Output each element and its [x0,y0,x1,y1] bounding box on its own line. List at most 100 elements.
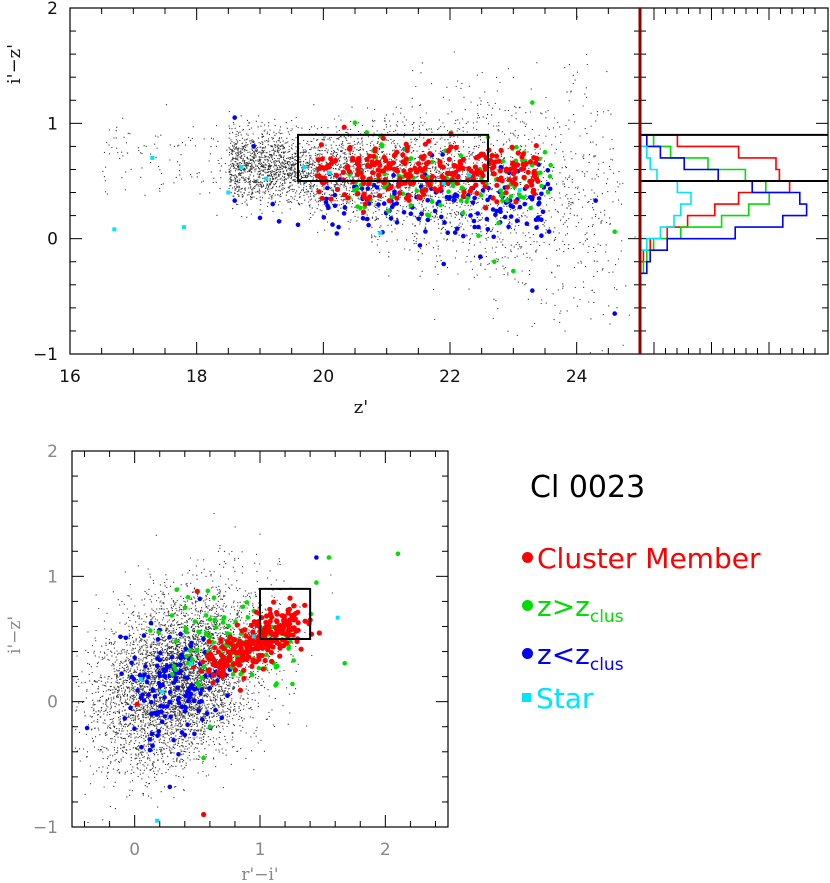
cluster-point [198,668,204,674]
zgt-point [612,229,617,234]
zgt-point [528,205,533,211]
sample-points [84,551,401,823]
zlt-point [326,205,331,211]
zgt-point [173,638,179,644]
zgt-point [500,158,506,164]
zlt-point [207,686,213,691]
zlt-point [161,673,167,679]
legend-item-star: Star [522,682,593,715]
zlt-point [485,227,491,232]
cluster-point [400,159,406,165]
zlt-point [199,686,205,692]
zlt-point [470,200,476,205]
zlt-point [388,216,394,221]
zlt-point [530,288,535,293]
zlt-point [539,191,544,197]
zgt-point [190,657,195,662]
cluster-point [370,170,376,176]
cluster-point [274,639,280,645]
zlt-point [517,204,523,210]
cluster-point [345,195,351,201]
cluster-point [435,188,441,194]
histogram-ticks [640,7,828,355]
zgt-point [389,195,395,200]
cluster-point [356,157,362,164]
zlt-point [514,218,520,223]
cluster-point [397,176,403,182]
zlt-point [545,168,551,173]
zlt-point [423,229,428,234]
zlt-point [200,717,205,722]
zgt-point [184,629,189,635]
cluster-point [259,652,265,659]
zgt-point [500,198,505,203]
legend-item-zgt: z>zclus [522,590,624,627]
legend-item-zlt: z<zclus [522,638,624,675]
cluster-point [291,617,297,623]
y-tick-labels: −1 0 1 2 [33,0,58,365]
cluster-point [491,159,497,165]
x-axis-title: r'−i' [241,865,278,883]
cluster-point [489,153,495,159]
zgt-point [290,681,295,687]
zgt-point [197,630,202,635]
cluster-point [287,595,293,601]
cluster-point [533,143,539,149]
cluster-point [246,654,252,660]
zgt-marker-icon [522,599,533,611]
zlt-point [196,708,202,713]
cluster-point [524,184,530,190]
cluster-point [483,205,489,211]
cluster-point [423,160,430,167]
cluster-point [298,646,304,652]
cluster-point [290,625,296,631]
zlt-point [176,752,181,757]
cluster-point [328,196,334,202]
zgt-point [169,613,175,618]
cluster-point [242,627,248,633]
cluster-point [232,649,238,655]
cluster-point [380,135,386,141]
cluster-point [523,161,529,167]
zgt-point [199,675,205,681]
cluster-point [243,633,249,639]
cluster-point [268,649,274,656]
cluster-point [318,164,324,170]
zgt-point [542,149,548,155]
zgt-point [545,189,551,195]
star-point [150,155,155,160]
cluster-point [480,173,486,179]
cluster-point [219,644,225,650]
cluster-point [210,680,216,686]
cluster-point [482,163,488,169]
cluster-point [383,165,389,171]
zlt-point [442,220,447,225]
zgt-point [342,661,348,666]
zgt-point [226,623,231,629]
zlt-point [330,222,335,227]
zlt-point [146,692,151,698]
cluster-point [529,178,535,184]
zgt-point [492,259,497,265]
cluster-point [509,144,515,150]
cluster-point [513,199,519,205]
cluster-point [494,182,500,188]
zlt-point [164,704,170,709]
zlt-point [183,646,188,652]
star-marker-icon [522,692,531,702]
zlt-point [534,225,539,230]
cluster-point [230,662,236,668]
zgt-point [211,595,217,600]
zlt-point [140,692,145,697]
cluster-point [250,657,256,664]
zgt-point [183,625,188,631]
cluster-point [257,643,263,649]
zlt-point [539,233,544,238]
x-tick-label: 0 [129,840,140,860]
cluster-point [294,638,300,645]
cluster-point [420,174,426,180]
cluster-point [218,658,224,664]
zlt-point [535,215,541,220]
zlt-point [213,707,218,713]
zlt-point [394,201,400,206]
